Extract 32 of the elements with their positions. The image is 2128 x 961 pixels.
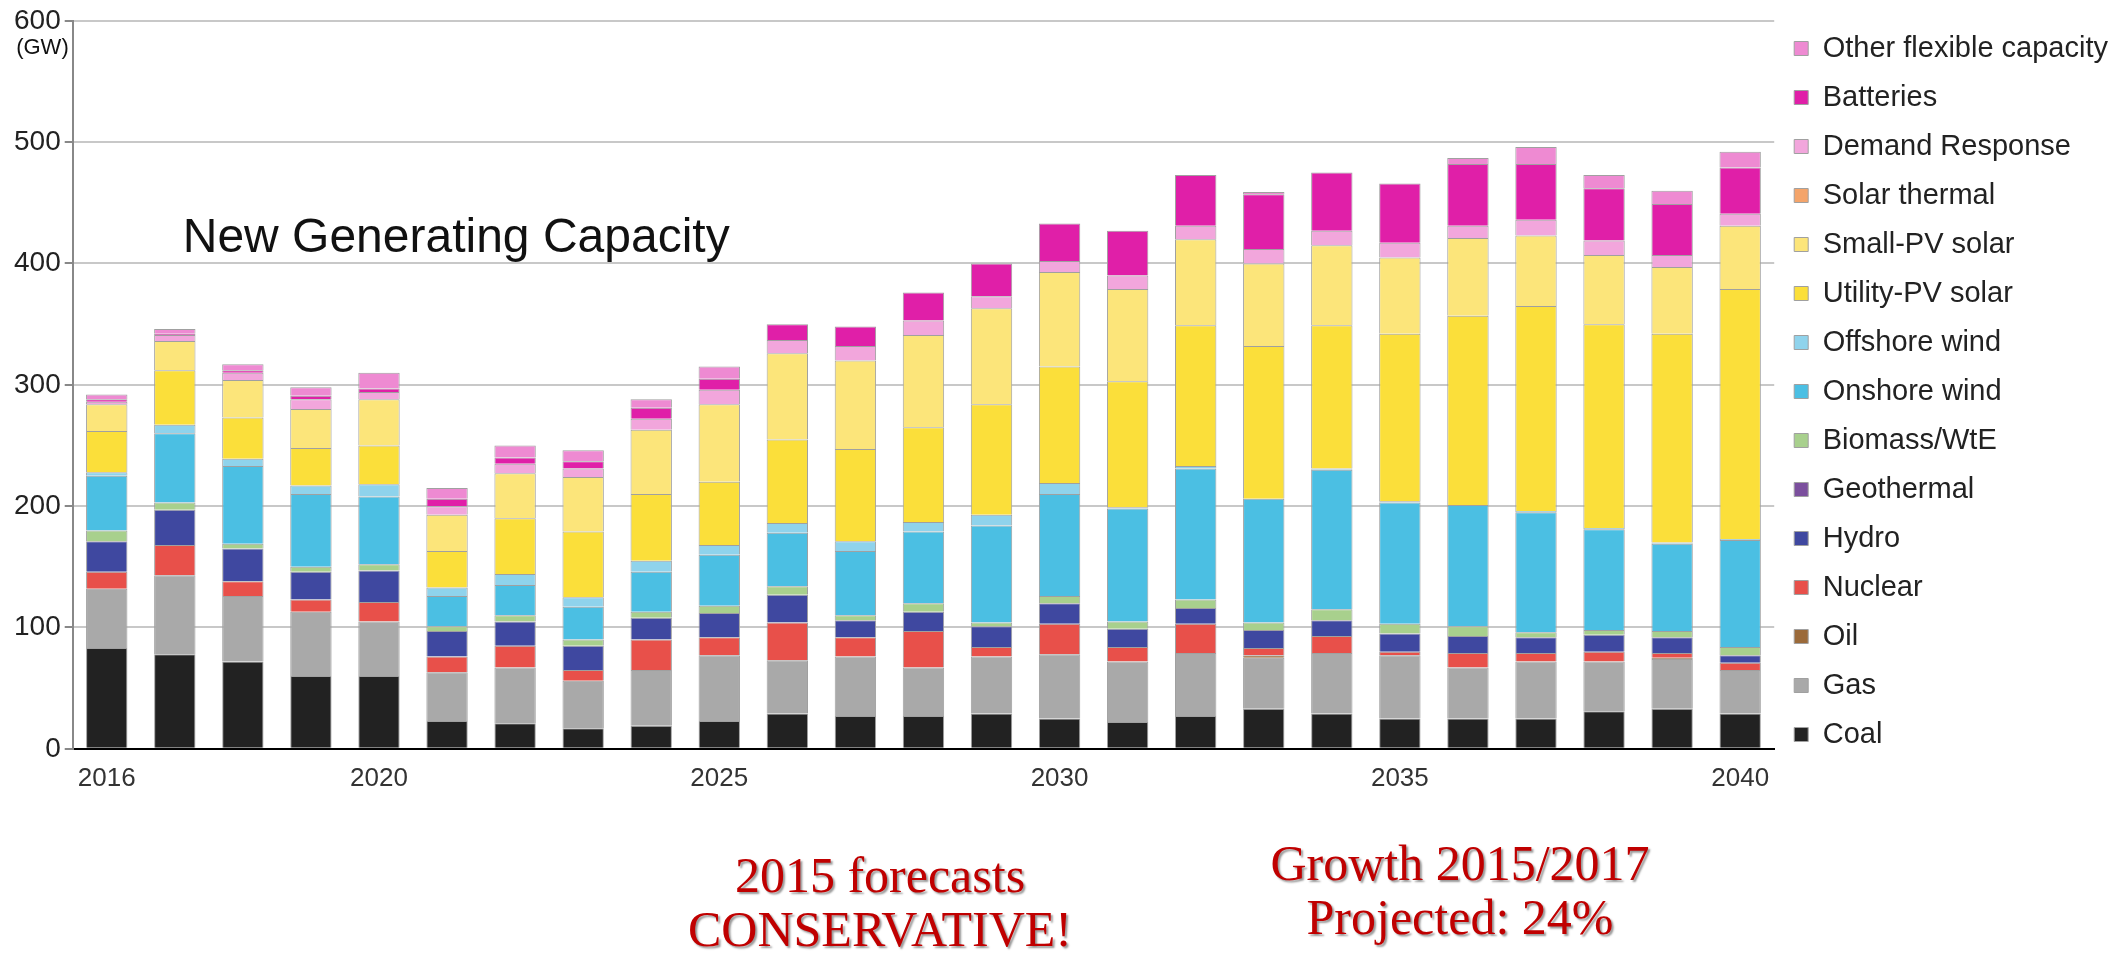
legend-label: Demand Response: [1822, 128, 2071, 161]
legend-label: Geothermal: [1822, 471, 1975, 504]
legend-label: Other flexible capacity: [1822, 30, 2109, 63]
y-tick-label: 200: [14, 488, 61, 520]
text: 2015 forecasts CONSERVATIVE!: [687, 847, 1073, 957]
text: Growth 2015/2017 Projected: 24%: [1269, 835, 1651, 945]
y-tick-label: 600: [14, 3, 61, 35]
y-tick-label: 100: [14, 610, 61, 642]
x-tick-label: 2040: [1711, 761, 1770, 792]
legend-label: Nuclear: [1822, 569, 1923, 602]
legend-label: Offshore wind: [1822, 324, 2002, 357]
legend-label: Small-PV solar: [1822, 226, 2015, 259]
y-tick-label: 400: [14, 246, 61, 278]
y-axis-title: (GW): [16, 33, 69, 59]
x-tick-label: 2020: [350, 761, 408, 792]
legend-label: Onshore wind: [1822, 373, 2002, 406]
x-tick-label: 2035: [1370, 761, 1429, 792]
legend-label: Batteries: [1822, 79, 1938, 112]
legend-label: Gas: [1822, 667, 1876, 700]
legend-label: Utility-PV solar: [1822, 275, 2014, 308]
text: New Generating Capacity: [182, 209, 730, 263]
legend-label: Biomass/WtE: [1822, 422, 1997, 455]
x-tick-label: 2025: [690, 761, 749, 792]
y-tick-label: 300: [14, 367, 61, 399]
legend-label: Hydro: [1822, 520, 1901, 553]
y-tick-label: 500: [14, 124, 61, 156]
x-tick-label: 2030: [1030, 761, 1089, 792]
legend-label: Solar thermal: [1822, 177, 1996, 210]
x-tick-label: 2016: [77, 761, 136, 792]
legend-label: Oil: [1822, 618, 1859, 651]
legend-label: Coal: [1822, 716, 1883, 749]
y-tick-label: 0: [45, 731, 61, 763]
